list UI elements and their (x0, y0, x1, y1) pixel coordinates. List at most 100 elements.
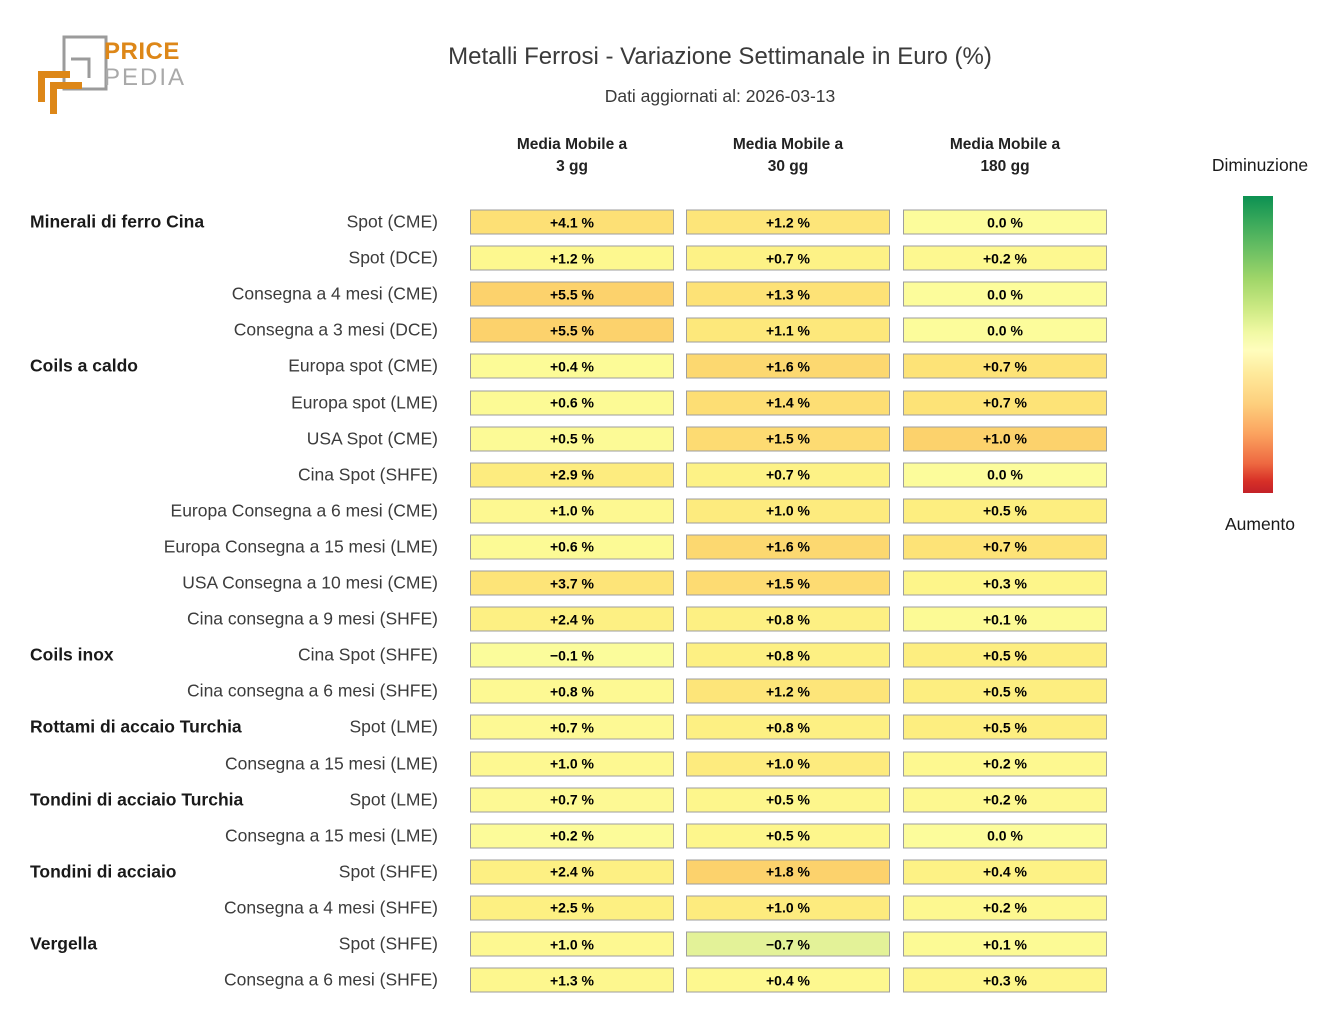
heatmap-cell: +0.5 % (903, 498, 1107, 524)
heatmap-cell: +1.6 % (686, 534, 890, 560)
column-header-line2: 30 gg (767, 158, 809, 176)
row-label: Europa spot (CME) (288, 355, 438, 376)
heatmap-cell: +0.5 % (470, 426, 674, 452)
heatmap-table: Minerali di ferro Cina Spot (CME) +4.1 % +1… (0, 204, 1320, 1004)
heatmap-row: Spot (DCE) +1.2 % +0.7 % +0.2 % (0, 240, 1320, 276)
heatmap-cell: +1.0 % (686, 751, 890, 777)
heatmap-cell: +0.7 % (470, 787, 674, 813)
brand-name-pedia: PEDIA (104, 64, 187, 91)
heatmap-cell: +0.3 % (903, 967, 1107, 993)
heatmap-cell: 0.0 % (903, 462, 1107, 488)
heatmap-row: Cina consegna a 6 mesi (SHFE) +0.8 % +1.2 … (0, 673, 1320, 709)
heatmap-cell: +2.4 % (470, 859, 674, 885)
heatmap-cell: +0.3 % (903, 570, 1107, 596)
heatmap-cell: 0.0 % (903, 317, 1107, 343)
row-label: Consegna a 4 mesi (SHFE) (224, 897, 438, 918)
column-header-line1: Media Mobile a (732, 136, 844, 153)
heatmap-cell: +1.0 % (686, 895, 890, 921)
heatmap-cell: +0.5 % (903, 714, 1107, 740)
category-label: Rottami di accaio Turchia (30, 716, 242, 737)
heatmap-row: Consegna a 4 mesi (SHFE) +2.5 % +1.0 % +0.2… (0, 890, 1320, 926)
column-header-3gg: Media Mobile a 3 gg (470, 134, 674, 179)
heatmap-cell: +0.2 % (903, 787, 1107, 813)
heatmap-cell: +1.0 % (470, 498, 674, 524)
heatmap-cell: +1.2 % (686, 209, 890, 235)
heatmap-row: Rottami di accaio Turchia Spot (LME) +0.7 … (0, 709, 1320, 745)
column-header-line1: Media Mobile a (516, 136, 628, 153)
page-subtitle: Dati aggiornati al: 2026-03-13 (604, 86, 836, 106)
pricepedia-logo-icon (38, 35, 108, 114)
heatmap-cell: +1.8 % (686, 859, 890, 885)
row-label: Consegna a 6 mesi (SHFE) (224, 969, 438, 990)
row-label: Consegna a 4 mesi (CME) (231, 283, 438, 304)
heatmap-cell: +1.1 % (686, 317, 890, 343)
heatmap-cell: +1.2 % (686, 678, 890, 704)
row-label: Europa spot (LME) (291, 392, 438, 413)
heatmap-cell: +0.4 % (686, 967, 890, 993)
row-label: Cina consegna a 9 mesi (SHFE) (187, 608, 438, 629)
row-label: Spot (SHFE) (338, 933, 438, 954)
row-label: Consegna a 15 mesi (LME) (224, 825, 438, 846)
column-header-line2: 180 gg (980, 158, 1030, 176)
heatmap-cell: +5.5 % (470, 281, 674, 307)
colorbar-gradient (1243, 196, 1273, 493)
heatmap-cell: 0.0 % (903, 209, 1107, 235)
heatmap-cell: +1.6 % (686, 353, 890, 379)
heatmap-cell: +0.1 % (903, 606, 1107, 632)
row-label: USA Spot (CME) (306, 428, 438, 449)
heatmap-cell: +0.5 % (686, 823, 890, 849)
heatmap-row: Minerali di ferro Cina Spot (CME) +4.1 % +1… (0, 204, 1320, 240)
heatmap-row: Consegna a 3 mesi (DCE) +5.5 % +1.1 % 0.0 % (0, 312, 1320, 348)
heatmap-cell: +0.4 % (470, 353, 674, 379)
heatmap-cell: +0.7 % (903, 353, 1107, 379)
heatmap-cell: +0.6 % (470, 390, 674, 416)
heatmap-row: Cina consegna a 9 mesi (SHFE) +2.4 % +0.8 … (0, 601, 1320, 637)
heatmap-row: Coils inox Cina Spot (SHFE) −0.1 % +0.8 % +0… (0, 637, 1320, 673)
heatmap-row: Tondini di acciaio Spot (SHFE) +2.4 % +1.8 … (0, 854, 1320, 890)
legend-label-diminuzione: Diminuzione (1211, 155, 1309, 175)
heatmap-cell: +2.9 % (470, 462, 674, 488)
row-label: Europa Consegna a 6 mesi (CME) (170, 500, 438, 521)
heatmap-cell: +1.0 % (470, 931, 674, 957)
heatmap-row: USA Consegna a 10 mesi (CME) +3.7 % +1.5 %… (0, 565, 1320, 601)
heatmap-cell: +0.2 % (903, 895, 1107, 921)
category-label: Tondini di acciaio (30, 861, 177, 882)
heatmap-cell: +0.6 % (470, 534, 674, 560)
heatmap-cell: +1.5 % (686, 426, 890, 452)
heatmap-cell: +0.7 % (686, 245, 890, 271)
pricepedia-logo: PRICE PEDIA (38, 26, 238, 121)
heatmap-cell: +1.3 % (470, 967, 674, 993)
heatmap-cell: +0.8 % (686, 606, 890, 632)
heatmap-cell: +1.0 % (686, 498, 890, 524)
row-label: Cina Spot (SHFE) (297, 644, 438, 665)
heatmap-cell: +0.2 % (903, 751, 1107, 777)
row-label: Consegna a 15 mesi (LME) (224, 753, 438, 774)
heatmap-row: Europa Consegna a 15 mesi (LME) +0.6 % +1.… (0, 529, 1320, 565)
heatmap-row: Vergella Spot (SHFE) +1.0 % −0.7 % +0.1 % (0, 926, 1320, 962)
heatmap-cell: −0.7 % (686, 931, 890, 957)
heatmap-row: Consegna a 15 mesi (LME) +1.0 % +1.0 % +0.2… (0, 746, 1320, 782)
category-label: Minerali di ferro Cina (30, 211, 205, 232)
heatmap-cell: 0.0 % (903, 823, 1107, 849)
heatmap-cell: +0.8 % (686, 714, 890, 740)
heatmap-row: USA Spot (CME) +0.5 % +1.5 % +1.0 % (0, 421, 1320, 457)
category-label: Coils a caldo (30, 355, 138, 376)
row-label: Consegna a 3 mesi (DCE) (233, 319, 438, 340)
heatmap-cell: +0.8 % (686, 642, 890, 668)
heatmap-cell: +0.5 % (903, 678, 1107, 704)
heatmap-cell: +0.7 % (686, 462, 890, 488)
row-label: Spot (SHFE) (338, 861, 438, 882)
brand-name-price: PRICE (104, 38, 180, 65)
heatmap-cell: −0.1 % (470, 642, 674, 668)
heatmap-cell: +1.3 % (686, 281, 890, 307)
heatmap-cell: +1.0 % (470, 751, 674, 777)
heatmap-cell: +1.0 % (903, 426, 1107, 452)
column-header-30gg: Media Mobile a 30 gg (686, 134, 890, 179)
column-header-line1: Media Mobile a (949, 136, 1061, 153)
heatmap-cell: +0.1 % (903, 931, 1107, 957)
heatmap-cell: +0.2 % (903, 245, 1107, 271)
heatmap-cell: +1.4 % (686, 390, 890, 416)
category-label: Tondini di acciaio Turchia (30, 789, 244, 810)
heatmap-cell: +0.5 % (686, 787, 890, 813)
